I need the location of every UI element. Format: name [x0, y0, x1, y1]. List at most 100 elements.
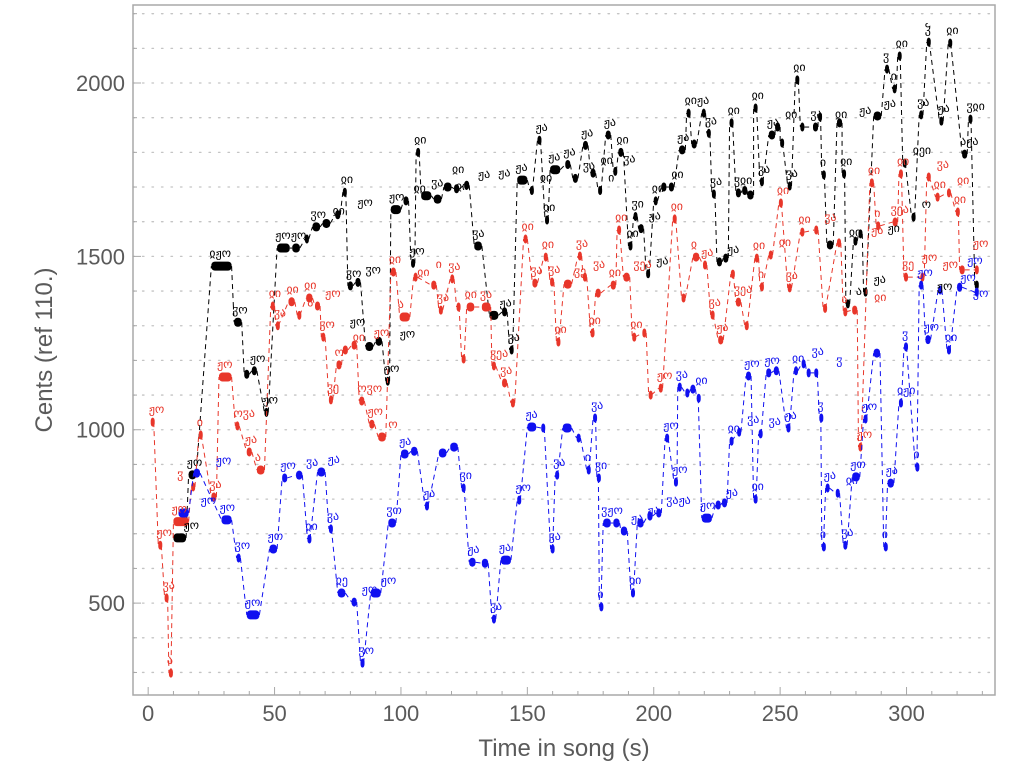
- note-mark: [819, 413, 824, 423]
- note-label: ჟო: [663, 418, 679, 432]
- note-mark: [869, 178, 874, 188]
- connector-line: [820, 116, 823, 175]
- note-mark: [502, 378, 508, 388]
- x-tick-label: 150: [509, 701, 546, 726]
- note-label: ჳა: [274, 306, 286, 320]
- note-mark: [365, 342, 374, 352]
- note-label: ჟო: [764, 353, 780, 367]
- note-mark: [835, 488, 840, 498]
- connector-line: [681, 386, 686, 394]
- connector-line: [676, 387, 679, 483]
- note-mark: [814, 225, 819, 235]
- connector-line: [547, 257, 551, 283]
- note-label: ჳა: [472, 226, 484, 240]
- note-mark: [630, 588, 635, 598]
- note-label: ჳჟო: [601, 503, 623, 517]
- connector-line: [510, 500, 518, 561]
- note-label: ჲი: [779, 235, 791, 249]
- note-mark: [211, 492, 217, 502]
- connector-line: [188, 473, 195, 514]
- connector-line: [301, 475, 308, 540]
- note-label: ჲი: [793, 60, 805, 74]
- note-label: ჲი: [389, 252, 401, 266]
- note-label: ოჳა: [233, 406, 255, 420]
- note-label: ჳ: [817, 398, 823, 412]
- note-mark: [576, 433, 581, 443]
- note-mark: [696, 393, 701, 403]
- connector-line: [600, 284, 612, 294]
- connector-line: [689, 113, 693, 145]
- note-mark: [758, 429, 763, 439]
- note-label: ჟა: [631, 511, 643, 525]
- note-label: ჟა: [656, 254, 668, 268]
- x-tick-label: 100: [383, 701, 420, 726]
- connector-line: [238, 425, 248, 453]
- connector-line: [251, 451, 258, 471]
- connector-line: [762, 134, 770, 182]
- y-axis-title: Cents (ref 110.): [31, 268, 58, 433]
- note-mark: [887, 478, 894, 488]
- note-mark: [812, 122, 819, 132]
- connector-line: [458, 184, 465, 190]
- connector-line: [941, 289, 948, 351]
- note-label: ჟა: [874, 272, 886, 286]
- note-label: ჟო: [942, 257, 958, 271]
- note-mark: [759, 282, 764, 292]
- note-label: ჲი: [946, 23, 958, 37]
- note-mark: [876, 221, 881, 231]
- note-mark: [935, 192, 940, 202]
- note-mark: [925, 335, 931, 345]
- note-label: ჟო: [672, 462, 688, 476]
- note-label: ჟო: [262, 392, 278, 406]
- connector-line: [458, 306, 463, 360]
- connector-line: [633, 522, 638, 594]
- note-label: ჲი: [671, 199, 683, 213]
- note-mark: [164, 593, 169, 603]
- connector-line: [248, 370, 253, 375]
- connector-line: [276, 477, 283, 550]
- connector-line: [319, 223, 323, 228]
- note-label: ა: [841, 292, 847, 306]
- note-mark: [306, 293, 313, 303]
- connector-line: [495, 365, 503, 384]
- note-mark: [617, 225, 622, 235]
- note-label: ჟო: [850, 457, 866, 471]
- note-label: ჲი: [540, 171, 552, 185]
- note-mark: [500, 555, 511, 565]
- note-mark: [747, 190, 754, 200]
- note-mark: [461, 483, 466, 493]
- note-label: ჟა: [859, 103, 871, 117]
- note-mark: [421, 191, 432, 201]
- connector-line: [709, 133, 713, 194]
- connector-line: [856, 233, 859, 242]
- connector-line: [408, 450, 412, 455]
- connector-line: [552, 475, 556, 550]
- connector-line: [339, 192, 344, 215]
- note-mark: [673, 477, 678, 487]
- note-label: ი: [820, 155, 826, 169]
- note-label: ჟო: [923, 320, 939, 334]
- note-mark: [721, 498, 728, 508]
- note-mark: [892, 217, 898, 227]
- note-label: ჲი: [542, 237, 554, 251]
- note-label: ჲი: [798, 212, 810, 226]
- connector-line: [453, 278, 458, 308]
- connector-line: [804, 229, 815, 233]
- note-mark: [703, 260, 708, 270]
- note-mark: [806, 368, 811, 378]
- note-mark: [903, 342, 908, 352]
- series-0: [173, 37, 979, 543]
- note-mark: [590, 168, 596, 178]
- connector-line: [309, 471, 319, 540]
- note-mark: [555, 470, 560, 480]
- note-mark: [737, 427, 742, 437]
- note-mark: [416, 147, 421, 157]
- note-mark: [729, 118, 734, 128]
- note-label: ჲი: [835, 107, 847, 121]
- connector-line: [558, 284, 565, 343]
- note-label: ო: [334, 345, 343, 359]
- connector-line: [526, 179, 531, 191]
- note-label: ჲი: [874, 290, 886, 304]
- note-mark: [360, 658, 365, 668]
- connector-line: [363, 593, 372, 664]
